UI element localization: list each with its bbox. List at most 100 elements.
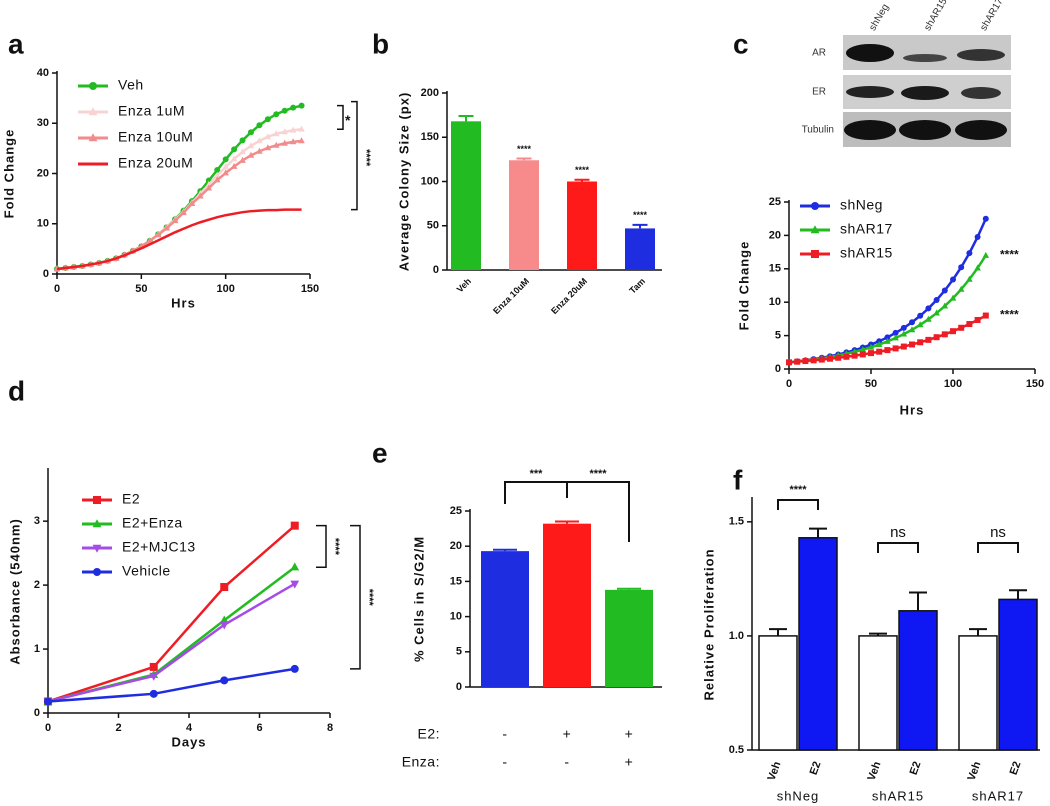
error-bar bbox=[574, 178, 590, 182]
legend-label: E2 bbox=[122, 491, 140, 507]
table-cell: - bbox=[564, 754, 569, 770]
panel-label: c bbox=[733, 28, 749, 59]
marker bbox=[966, 275, 973, 282]
blot-band bbox=[961, 87, 1001, 99]
marker bbox=[859, 346, 867, 353]
annotation: **** bbox=[575, 165, 590, 175]
marker bbox=[949, 294, 957, 301]
marker bbox=[146, 237, 154, 244]
group-label: shAR17 bbox=[972, 788, 1024, 803]
marker bbox=[876, 348, 883, 355]
y-axis-label: Absorbance (540nm) bbox=[7, 518, 22, 665]
annotation: **** bbox=[329, 538, 341, 556]
blot-column-label: shAR17 bbox=[978, 0, 1006, 33]
x-tick-label: Veh bbox=[455, 276, 473, 294]
marker bbox=[231, 146, 238, 153]
marker bbox=[256, 147, 263, 154]
marker bbox=[289, 126, 297, 133]
marker bbox=[289, 138, 297, 145]
x-tick-label: 100 bbox=[944, 378, 962, 390]
legend-marker bbox=[92, 519, 102, 528]
error-bar bbox=[516, 157, 532, 161]
x-tick-label: 6 bbox=[256, 722, 262, 734]
table-cell: - bbox=[502, 754, 507, 770]
marker bbox=[149, 662, 158, 671]
annotation: ns bbox=[890, 524, 906, 541]
marker bbox=[982, 251, 990, 258]
annotation: **** bbox=[1000, 248, 1019, 262]
bracket bbox=[337, 104, 344, 131]
y-tick-label: 20 bbox=[37, 167, 49, 179]
marker bbox=[230, 155, 238, 162]
y-tick-label: 5 bbox=[456, 646, 462, 658]
x-tick-label: 4 bbox=[186, 722, 193, 734]
error-bar bbox=[969, 628, 987, 636]
x-tick-label: 150 bbox=[1026, 378, 1044, 390]
blot-band bbox=[903, 54, 947, 62]
marker bbox=[264, 116, 271, 123]
marker bbox=[298, 125, 305, 132]
marker bbox=[171, 217, 179, 224]
bar bbox=[543, 523, 591, 687]
marker bbox=[298, 137, 305, 144]
marker bbox=[892, 329, 899, 336]
marker bbox=[875, 340, 883, 347]
marker bbox=[281, 139, 288, 146]
legend-label: Enza 20uM bbox=[118, 155, 193, 171]
legend-marker bbox=[88, 107, 98, 116]
marker bbox=[835, 354, 842, 361]
y-tick-label: 15 bbox=[769, 263, 781, 275]
series-line bbox=[788, 254, 987, 364]
marker bbox=[219, 615, 229, 624]
marker bbox=[239, 137, 246, 144]
bar bbox=[798, 537, 838, 751]
bar bbox=[567, 181, 597, 270]
x-tick-label: 100 bbox=[216, 283, 234, 295]
marker bbox=[867, 343, 875, 350]
y-tick-label: 20 bbox=[450, 540, 462, 552]
bracket bbox=[977, 542, 1019, 553]
table-row-label: Enza: bbox=[402, 754, 440, 770]
bracket bbox=[504, 481, 568, 504]
y-tick-label: 15 bbox=[450, 575, 462, 587]
marker bbox=[818, 356, 825, 363]
marker bbox=[925, 336, 932, 343]
panel-label: d bbox=[8, 375, 25, 406]
table-cell: + bbox=[625, 726, 634, 742]
bar bbox=[481, 551, 529, 687]
error-bar bbox=[909, 591, 927, 611]
marker bbox=[974, 234, 981, 241]
error-bar bbox=[869, 632, 887, 636]
x-tick-label: Enza 20uM bbox=[549, 276, 589, 316]
marker bbox=[256, 122, 263, 129]
blot-band bbox=[955, 120, 1007, 140]
marker bbox=[982, 312, 989, 319]
marker bbox=[220, 676, 229, 685]
x-tick-label: E2 bbox=[808, 760, 824, 777]
legend-label: shAR15 bbox=[840, 245, 893, 261]
x-tick-label: 0 bbox=[54, 283, 60, 295]
marker bbox=[909, 319, 915, 326]
annotation: * bbox=[345, 112, 351, 128]
legend-marker bbox=[89, 82, 97, 90]
x-axis-label: Days bbox=[171, 734, 206, 749]
panel-label: e bbox=[372, 437, 388, 468]
y-tick-label: 0 bbox=[43, 268, 49, 280]
bracket bbox=[877, 542, 919, 553]
marker bbox=[941, 287, 948, 294]
marker bbox=[900, 343, 907, 350]
bar bbox=[958, 635, 998, 751]
marker bbox=[933, 296, 940, 303]
marker bbox=[264, 133, 272, 140]
marker bbox=[957, 285, 965, 292]
legend-marker bbox=[93, 568, 101, 576]
y-tick-label: 0 bbox=[34, 707, 40, 719]
annotation: **** bbox=[589, 468, 607, 480]
error-bar bbox=[493, 548, 517, 552]
group-label: shAR15 bbox=[872, 788, 924, 803]
marker bbox=[281, 128, 288, 135]
x-tick-label: Veh bbox=[966, 760, 984, 783]
blot-row-label: AR bbox=[812, 48, 826, 59]
marker bbox=[892, 345, 899, 352]
